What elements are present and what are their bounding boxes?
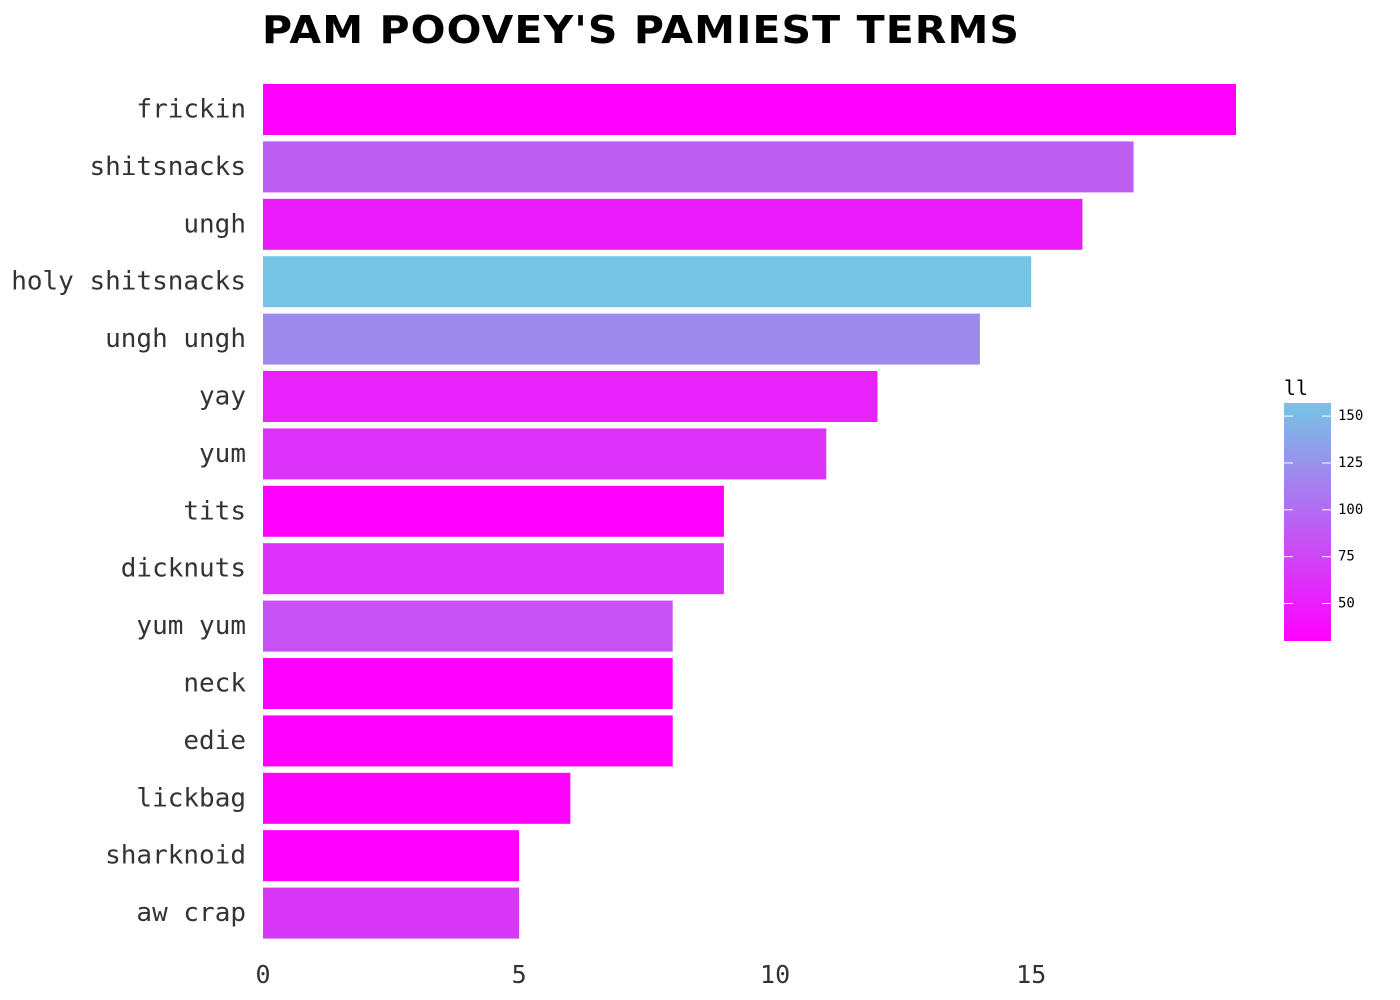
bar-edie <box>263 715 673 767</box>
category-label-frickin: frickin <box>136 95 246 125</box>
category-label-holy-shitsnacks: holy shitsnacks <box>11 267 246 297</box>
bar-ungh-ungh <box>263 313 980 365</box>
category-label-sharknoid: sharknoid <box>105 841 246 871</box>
category-label-yay: yay <box>199 382 246 412</box>
legend-tick-label: 100 <box>1338 502 1363 518</box>
bar-neck <box>263 658 673 709</box>
bar-sharknoid <box>263 830 520 882</box>
category-label-dicknuts: dicknuts <box>121 554 246 584</box>
bar-ungh <box>263 198 1083 250</box>
category-label-yum-yum: yum yum <box>136 611 246 641</box>
legend-color-bar <box>1284 403 1331 641</box>
bar-yum-yum <box>263 600 673 652</box>
legend-title: ll <box>1284 376 1308 400</box>
x-tick-label: 5 <box>512 960 527 989</box>
bar-aw-crap <box>263 887 520 939</box>
legend-tick-label: 150 <box>1338 408 1363 424</box>
category-label-edie: edie <box>183 726 246 756</box>
bar-lickbag <box>263 772 571 824</box>
category-label-yum: yum <box>199 439 246 469</box>
category-label-lickbag: lickbag <box>136 783 246 813</box>
x-tick-label: 10 <box>760 960 790 989</box>
category-label-ungh-ungh: ungh ungh <box>105 324 246 354</box>
category-labels: frickin shitsnacks ungh holy shitsnacks ungh… <box>11 95 246 929</box>
bar-shitsnacks <box>263 141 1134 193</box>
bar-holy-shitsnacks <box>263 256 1032 308</box>
category-label-shitsnacks: shitsnacks <box>89 152 246 182</box>
legend-tick-label: 125 <box>1338 455 1363 471</box>
bar-yay <box>263 371 878 422</box>
color-legend: ll 50 75 100 125 150 <box>1284 376 1363 641</box>
chart-title: Pam Poovey's Pamiest Terms <box>262 8 1021 52</box>
x-tick-label: 0 <box>255 960 270 989</box>
legend-tick-label: 75 <box>1338 549 1355 565</box>
bars-layer <box>263 84 1236 939</box>
category-label-ungh: ungh <box>183 209 246 239</box>
bar-tits <box>263 485 724 537</box>
category-label-neck: neck <box>183 669 246 699</box>
bar-frickin <box>263 84 1236 135</box>
category-label-tits: tits <box>183 496 246 526</box>
bar-yum <box>263 428 827 480</box>
legend-ticks: 50 75 100 125 150 <box>1284 408 1363 612</box>
bar-dicknuts <box>263 543 724 595</box>
x-tick-label: 15 <box>1016 960 1046 989</box>
legend-tick-label: 50 <box>1338 596 1355 612</box>
category-label-aw-crap: aw crap <box>136 898 246 928</box>
x-axis-ticks: 0 5 10 15 <box>255 960 1046 989</box>
